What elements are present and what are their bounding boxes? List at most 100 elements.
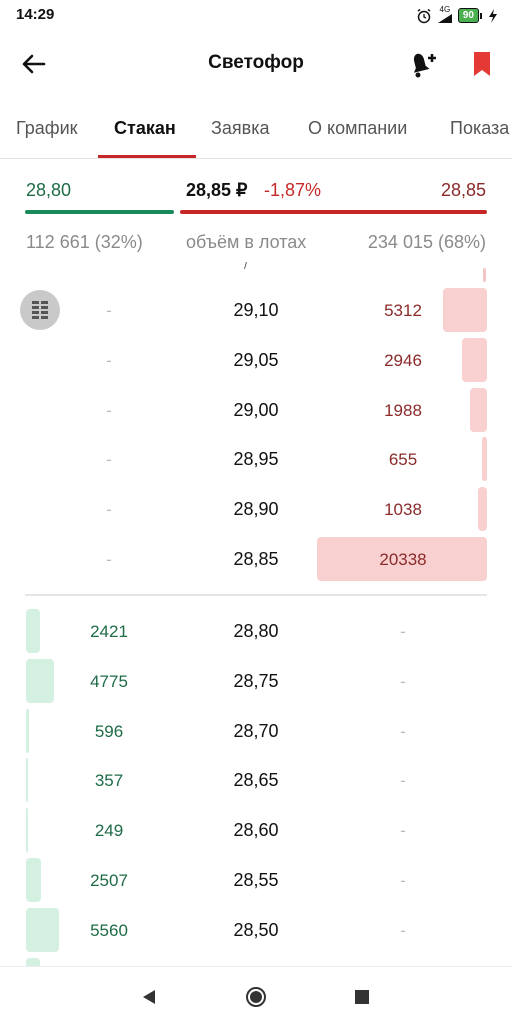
bid-volume-bar (26, 808, 28, 853)
ask-quantity: 20338 (379, 550, 427, 569)
bid-quantity: 249 (94, 821, 124, 841)
ask-row[interactable]: - 29,05 2946 (0, 336, 512, 386)
ask-empty-cell: - (400, 871, 406, 890)
bid-volume-bar (26, 858, 41, 902)
volume-label: объём в лотах (186, 232, 307, 252)
price-level: 28,70 (233, 720, 279, 741)
tab-bar: График Стакан Заявка О компании Показа (0, 102, 512, 159)
ask-quantity: 2946 (384, 350, 422, 370)
bid-row[interactable]: 596 28,70 - (0, 707, 512, 757)
last-price: 28,85 ₽ (186, 180, 248, 200)
nav-home-button[interactable] (242, 983, 270, 1011)
bid-empty-cell: - (106, 400, 112, 420)
ask-row[interactable]: - 29,10 5312 (0, 286, 512, 336)
bid-row[interactable]: 249 28,60 - (0, 806, 512, 856)
bid-quantity: 2507 (90, 871, 128, 890)
bid-empty-cell: - (106, 350, 112, 370)
bid-empty-cell: - (106, 450, 112, 470)
recents-square-icon (355, 990, 369, 1004)
system-nav-bar (0, 966, 512, 1025)
home-circle-icon (246, 987, 266, 1007)
alarm-icon (417, 8, 431, 23)
ask-share-bar (180, 210, 487, 214)
bell-plus-icon (413, 53, 436, 78)
bid-volume: 112 661 (32%) (26, 232, 143, 252)
order-book-view-button[interactable] (20, 290, 60, 330)
price-level: 28,50 (233, 919, 279, 940)
status-icons: 4G 90 (416, 6, 498, 25)
bid-quantity: 5560 (90, 920, 128, 940)
ask-empty-cell: - (400, 920, 406, 940)
app-bar: Светофор (0, 34, 512, 94)
price-level: 28,55 (233, 870, 279, 890)
ask-quantity: 1988 (384, 400, 422, 420)
status-bar: 14:29 4G 90 (0, 0, 512, 30)
ask-empty-cell: - (400, 721, 406, 741)
ask-volume-bar (442, 288, 487, 332)
price-level: 28,95 (233, 449, 279, 470)
partial-row-mark: / (244, 262, 248, 272)
price-level: 29,00 (233, 399, 279, 420)
bid-share-bar (25, 210, 174, 214)
price-level: 28,80 (233, 621, 279, 641)
add-alert-button[interactable] (404, 48, 440, 80)
price-level: 29,10 (233, 300, 279, 320)
order-book[interactable]: / - 29,10 5312 - 29,05 2946 - 29,00 1988 - 28,95 65… (0, 262, 512, 966)
bid-row[interactable]: 5560 28,50 - (0, 906, 512, 956)
best-bid-price: 28,80 (26, 180, 72, 200)
ask-volume-bar (462, 337, 487, 382)
ask-row[interactable]: - 29,00 1988 (0, 386, 512, 436)
ask-row[interactable]: - 28,90 1038 (0, 485, 512, 535)
bid-row[interactable]: 357 28,65 - (0, 756, 512, 806)
ask-quantity: 655 (388, 450, 418, 470)
ask-empty-cell: - (400, 671, 406, 691)
order-book-summary: 28,80 28,85 ₽ -1,87% 28,85 112 661 (32%)… (0, 158, 512, 258)
ask-quantity: 5312 (384, 301, 422, 320)
bid-row[interactable]: 2421 28,80 - (0, 607, 512, 657)
price-level: 28,60 (233, 820, 279, 841)
price-level: 28,75 (233, 670, 279, 691)
ask-empty-cell: - (400, 771, 406, 791)
price-change: -1,87% (264, 180, 322, 200)
nav-back-button[interactable] (136, 983, 164, 1011)
ask-quantity: 1038 (384, 500, 422, 520)
tab-indicators[interactable]: Показа (450, 118, 510, 138)
bid-empty-cell: - (106, 550, 112, 569)
charging-icon (489, 8, 497, 23)
ask-volume-bar (317, 537, 487, 581)
price-level: 28,85 (233, 549, 279, 569)
bid-row[interactable]: 4775 28,75 - (0, 657, 512, 707)
battery-icon: 90 (457, 8, 482, 23)
ask-empty-cell: - (400, 622, 406, 641)
price-level: 28,90 (233, 499, 279, 520)
bookmark-icon (474, 52, 490, 76)
tab-order-book[interactable]: Стакан (114, 118, 176, 138)
spread-divider (25, 594, 487, 596)
bid-volume-bar (26, 907, 59, 952)
status-time: 14:29 (16, 6, 55, 23)
ask-volume-bar (470, 387, 487, 432)
tab-order[interactable]: Заявка (211, 118, 270, 138)
bid-empty-cell: - (106, 301, 112, 320)
ask-row[interactable]: - 28,85 20338 (0, 535, 512, 585)
tab-about-company[interactable]: О компании (308, 118, 408, 138)
bid-row[interactable]: 2507 28,55 - (0, 856, 512, 906)
bid-quantity: 2421 (90, 622, 128, 641)
partial-row-hint (483, 268, 486, 282)
network-type: 4G (439, 5, 451, 14)
ask-volume: 234 015 (68%) (367, 232, 486, 252)
price-level: 29,05 (233, 349, 279, 370)
bid-volume-bar (26, 708, 30, 753)
bid-volume-bar (26, 658, 54, 703)
ask-row[interactable]: - 28,95 655 (0, 435, 512, 485)
nav-recents-button[interactable] (348, 983, 376, 1011)
bid-quantity: 4775 (90, 671, 128, 691)
best-ask-price: 28,85 (440, 180, 486, 200)
bid-volume-bar (26, 609, 41, 653)
bookmark-button[interactable] (466, 48, 498, 80)
back-button[interactable] (18, 50, 50, 78)
bid-volume-bar (26, 758, 29, 803)
back-triangle-icon (143, 990, 155, 1004)
tab-chart[interactable]: График (16, 118, 78, 138)
ask-volume-bar (481, 437, 487, 482)
